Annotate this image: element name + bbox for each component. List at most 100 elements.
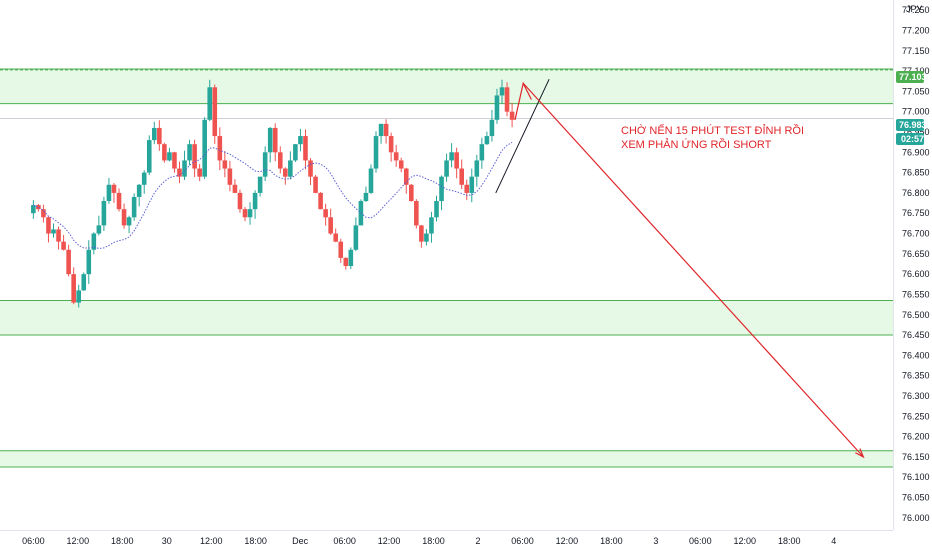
annotation-line-1: CHỜ NẾN 15 PHÚT TEST ĐỈNH RỒI xyxy=(621,124,804,137)
candle-body-67 xyxy=(369,169,374,193)
price-tick-label: 76.150 xyxy=(902,452,930,462)
price-tick-label: 77.150 xyxy=(902,46,930,56)
candle-body-46 xyxy=(263,152,268,176)
candle-body-31 xyxy=(187,144,192,160)
currency-label: JPY xyxy=(906,4,923,14)
candle-body-52 xyxy=(293,144,298,160)
candle-body-25 xyxy=(157,128,162,144)
price-tick-label: 76.900 xyxy=(902,147,930,157)
price-tick-label: 76.500 xyxy=(902,310,930,320)
price-tick-label: 76.750 xyxy=(902,208,930,218)
candle-body-0 xyxy=(31,205,36,213)
candle-body-26 xyxy=(162,144,167,160)
candle-body-13 xyxy=(97,225,102,233)
candle-body-78 xyxy=(424,234,429,242)
time-tick-label: 18:00 xyxy=(778,536,801,546)
candle-body-60 xyxy=(333,234,338,242)
candle-body-66 xyxy=(364,193,369,201)
price-tick-label: 76.650 xyxy=(902,249,930,259)
candle-body-71 xyxy=(389,136,394,152)
candle-body-87 xyxy=(469,177,474,193)
time-tick-label: 06:00 xyxy=(511,536,534,546)
candle-body-91 xyxy=(490,120,495,136)
time-tick-label: 06:00 xyxy=(22,536,45,546)
candle-body-35 xyxy=(207,87,212,119)
candle-body-50 xyxy=(283,169,288,177)
candle-body-43 xyxy=(248,209,253,217)
price-tick-label: 76.850 xyxy=(902,168,930,178)
candle-body-92 xyxy=(495,95,500,119)
candle-body-41 xyxy=(238,193,243,209)
current-price-tag: 76.983 xyxy=(899,120,927,130)
price-tick-label: 76.100 xyxy=(902,472,930,482)
candle-body-39 xyxy=(228,169,233,185)
candle-body-3 xyxy=(46,217,51,233)
candle-body-84 xyxy=(454,152,459,168)
candle-body-42 xyxy=(243,209,248,217)
price-tick-label: 76.600 xyxy=(902,269,930,279)
candle-body-76 xyxy=(414,201,419,225)
candle-body-77 xyxy=(419,225,424,241)
price-tick-label: 77.050 xyxy=(902,86,930,96)
candle-body-93 xyxy=(500,87,505,95)
price-tick-label: 76.550 xyxy=(902,289,930,299)
candle-body-73 xyxy=(399,160,404,168)
time-tick-label: 30 xyxy=(162,536,172,546)
candle-body-32 xyxy=(192,144,197,168)
time-tick-label: 12:00 xyxy=(734,536,757,546)
price-tick-label: 76.700 xyxy=(902,229,930,239)
candle-body-4 xyxy=(51,229,56,233)
candle-body-70 xyxy=(384,124,389,136)
candle-body-61 xyxy=(338,242,343,258)
candle-body-54 xyxy=(303,136,308,160)
candle-body-2 xyxy=(41,209,46,217)
candle-body-51 xyxy=(288,160,293,176)
candle-body-53 xyxy=(298,136,303,144)
candle-body-19 xyxy=(127,217,132,225)
time-tick-label: 12:00 xyxy=(200,536,223,546)
candle-body-33 xyxy=(197,169,202,177)
zone-0 xyxy=(0,69,893,104)
time-tick-label: 3 xyxy=(653,536,658,546)
price-tick-label: 76.250 xyxy=(902,411,930,421)
price-tick-label: 76.050 xyxy=(902,493,930,503)
candle-body-63 xyxy=(349,250,354,266)
candle-body-72 xyxy=(394,152,399,160)
time-tick-label: 12:00 xyxy=(67,536,90,546)
candle-body-81 xyxy=(439,177,444,201)
candle-body-86 xyxy=(464,185,469,193)
candle-body-48 xyxy=(273,128,278,152)
candle-body-95 xyxy=(510,112,515,120)
candle-body-34 xyxy=(202,120,207,177)
candle-body-11 xyxy=(86,250,91,274)
candle-body-68 xyxy=(374,136,379,168)
time-tick-label: 12:00 xyxy=(378,536,401,546)
candle-body-55 xyxy=(308,160,313,176)
candle-body-22 xyxy=(142,173,147,185)
candle-body-45 xyxy=(258,177,263,193)
time-tick-label: 4 xyxy=(831,536,836,546)
candle-body-21 xyxy=(137,185,142,197)
candle-body-62 xyxy=(343,258,348,266)
candle-body-64 xyxy=(354,225,359,249)
candle-body-74 xyxy=(404,169,409,185)
candle-body-16 xyxy=(112,185,117,193)
price-tick-label: 76.350 xyxy=(902,371,930,381)
time-tick-label: 18:00 xyxy=(600,536,623,546)
price-tick-label: 77.000 xyxy=(902,107,930,117)
candle-body-27 xyxy=(167,152,172,160)
candle-body-85 xyxy=(459,169,464,185)
candle-body-1 xyxy=(36,205,41,209)
candle-body-14 xyxy=(102,201,107,225)
candle-body-5 xyxy=(56,229,61,241)
candle-body-18 xyxy=(122,209,127,225)
candle-body-90 xyxy=(485,136,490,144)
candle-body-49 xyxy=(278,152,283,168)
candle-body-57 xyxy=(318,193,323,209)
candle-body-17 xyxy=(117,193,122,209)
price-tick-label: 77.200 xyxy=(902,25,930,35)
candle-body-82 xyxy=(444,160,449,176)
time-tick-label: 18:00 xyxy=(422,536,445,546)
price-tick-label: 76.800 xyxy=(902,188,930,198)
